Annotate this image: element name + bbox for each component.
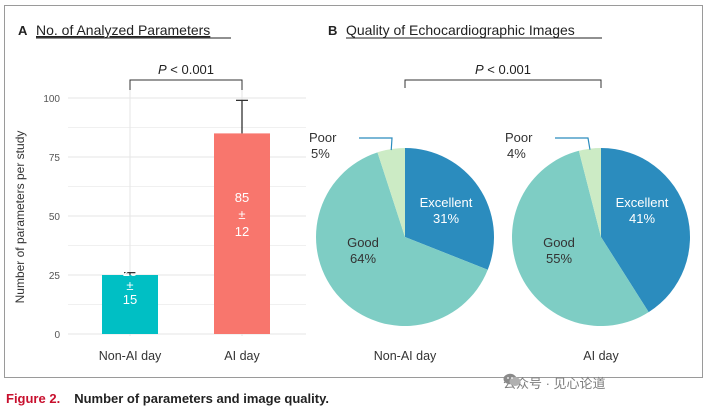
bar-value-label: ± bbox=[126, 278, 133, 293]
caption-text: Number of parameters and image quality. bbox=[74, 391, 329, 406]
watermark: 公众号 · 见心论道 bbox=[503, 373, 606, 392]
bar-value-label: 15 bbox=[123, 292, 137, 307]
poor-callout-line bbox=[555, 137, 591, 150]
y-tick-label: 75 bbox=[49, 153, 61, 164]
pie-category-label: Non-AI day bbox=[374, 349, 437, 363]
pie-slice-excellent bbox=[601, 148, 690, 313]
pie-pct-poor: 5% bbox=[311, 146, 330, 161]
pie-category-label: AI day bbox=[583, 349, 619, 363]
pie-significance-bracket bbox=[404, 79, 602, 88]
pie-label-good: Good bbox=[347, 235, 379, 250]
bar-value-label: 25 bbox=[123, 264, 137, 279]
bar-value-label: 12 bbox=[235, 224, 249, 239]
pie-label-excellent: Excellent bbox=[616, 195, 669, 210]
panel-b-title: Quality of Echocardiographic Images bbox=[346, 22, 575, 38]
pie-slice-excellent bbox=[405, 148, 495, 270]
pie-pct-excellent: 41% bbox=[629, 211, 655, 226]
y-tick-label: 50 bbox=[49, 212, 61, 223]
x-tick-label: Non-AI day bbox=[99, 349, 162, 363]
pie-pct-good: 55% bbox=[546, 251, 572, 266]
pie-pct-poor: 4% bbox=[507, 146, 526, 161]
y-tick-label: 100 bbox=[43, 94, 60, 105]
pie-slice-poor bbox=[377, 148, 405, 237]
pie-label-poor: Poor bbox=[505, 130, 533, 145]
bar-ai-day bbox=[214, 133, 270, 334]
pie-slice-good bbox=[512, 150, 649, 326]
pie-label-good: Good bbox=[543, 235, 575, 250]
caption-figure-label: Figure 2. bbox=[6, 391, 61, 406]
bar-non-ai-day bbox=[102, 275, 158, 334]
significance-bracket bbox=[129, 79, 243, 90]
pie-label-poor: Poor bbox=[309, 130, 337, 145]
pie-pct-excellent: 31% bbox=[433, 211, 459, 226]
panel-a-letter: A bbox=[18, 23, 28, 38]
pie-slice-good bbox=[316, 152, 488, 326]
y-tick-label: 0 bbox=[54, 330, 60, 341]
poor-callout-line bbox=[359, 137, 393, 151]
y-axis-label: Number of parameters per study bbox=[13, 131, 27, 304]
pie-pct-good: 64% bbox=[350, 251, 376, 266]
watermark-text: 公众号 · 见心论道 bbox=[503, 376, 606, 391]
figure-caption: Figure 2. Number of parameters and image … bbox=[6, 391, 329, 406]
pie-slice-poor bbox=[578, 148, 601, 237]
pie-p-value-label: P < 0.001 bbox=[475, 62, 531, 77]
y-tick-label: 25 bbox=[49, 271, 61, 282]
pie-label-excellent: Excellent bbox=[420, 195, 473, 210]
panel-b-letter: B bbox=[328, 23, 337, 38]
bar-value-label: ± bbox=[238, 207, 245, 222]
wechat-icon bbox=[503, 373, 521, 386]
figure-svg: A No. of Analyzed Parameters B Quality o… bbox=[13, 22, 690, 363]
p-value-label: P < 0.001 bbox=[158, 62, 214, 77]
panel-a-title: No. of Analyzed Parameters bbox=[36, 22, 210, 38]
bar-value-label: 85 bbox=[235, 190, 249, 205]
x-tick-label: AI day bbox=[224, 349, 260, 363]
